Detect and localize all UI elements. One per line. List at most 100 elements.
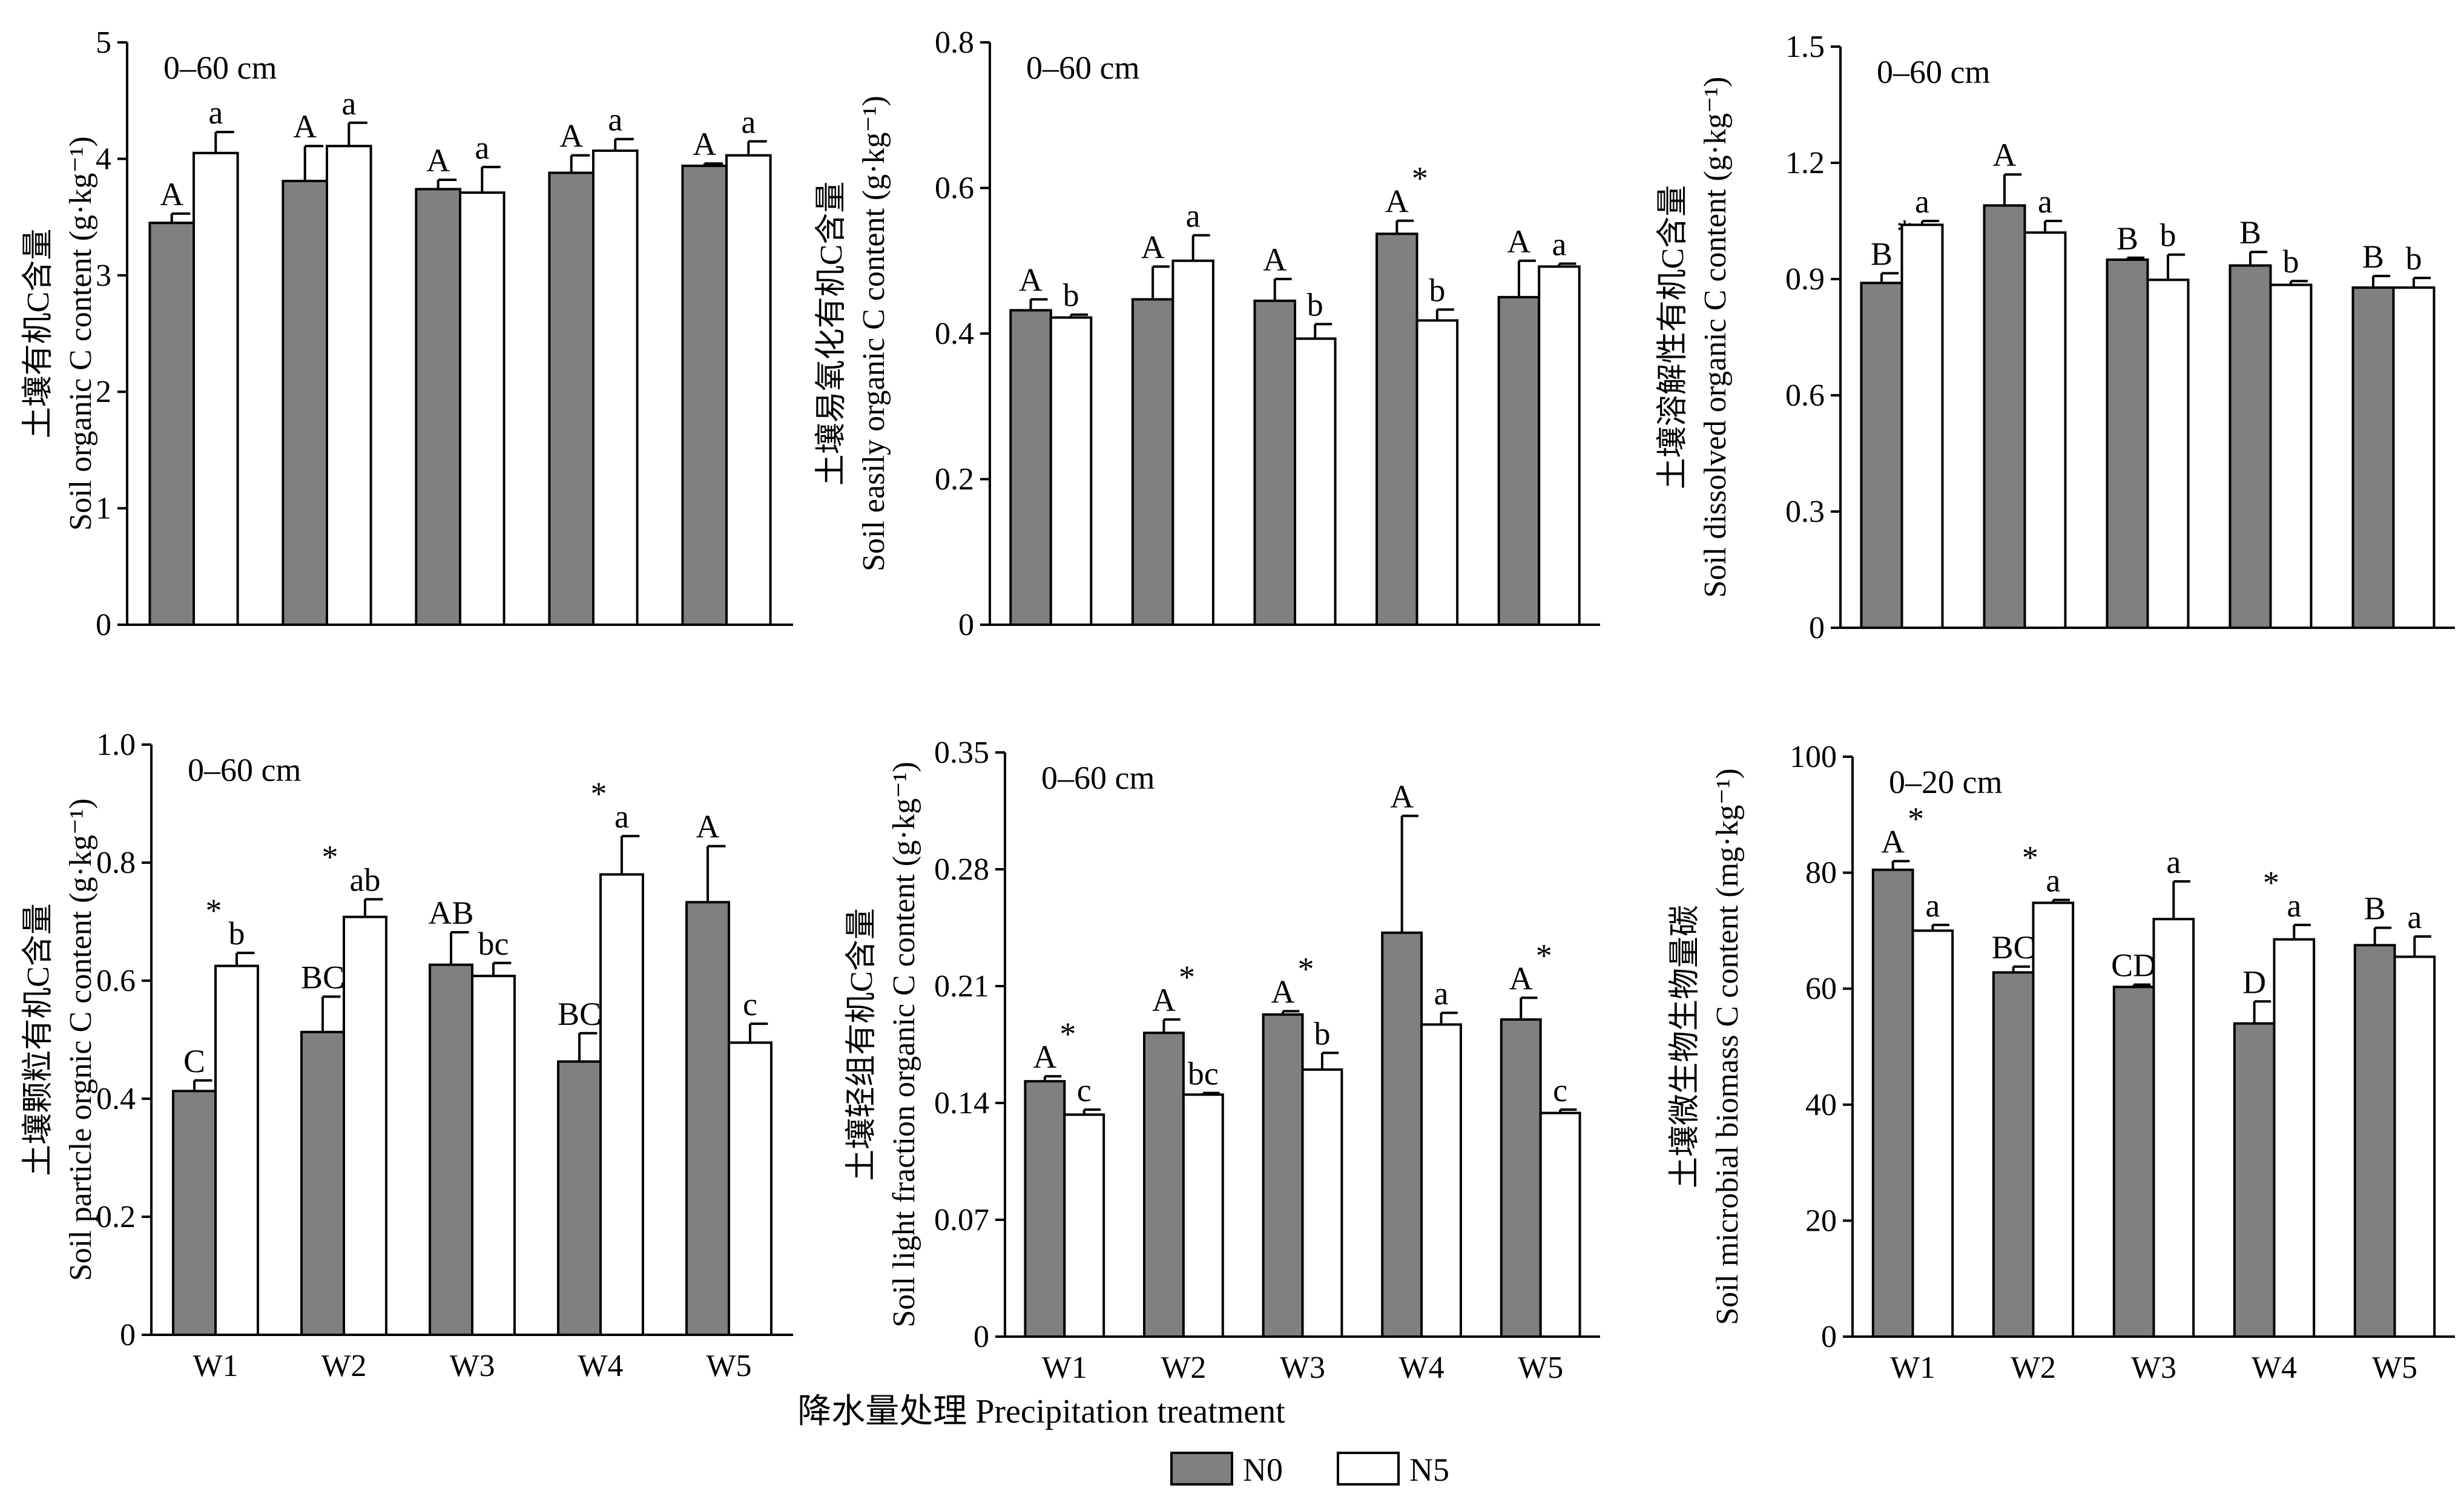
y-axis-title-en: Soil particle orgnic C content (g·kg⁻¹) [64,798,98,1281]
y-axis-title-en: Soil microbial biomass C content (mg·kg⁻… [1710,768,1745,1325]
bar-n0-w2 [1143,1032,1185,1338]
bar-n5-w3 [459,191,506,627]
significance-letter: b [2282,243,2299,280]
y-tick-label: 2 [96,375,111,409]
bar-n5-w2 [326,145,372,626]
legend-swatch-n5 [1337,1452,1400,1486]
bar-n0-w3 [1262,1013,1304,1338]
significance-letter: c [1077,1072,1092,1108]
legend-label-n0: N0 [1243,1452,1283,1488]
bar-n0-w5 [685,901,731,1336]
bar-n5-w3 [1301,1068,1343,1338]
bar-n5-w2 [1182,1093,1224,1338]
y-tick-label: 40 [1805,1088,1837,1122]
bar-n5-w3 [2152,918,2195,1338]
bar-n0-w5 [2353,944,2396,1338]
bar-n5-w1 [1049,316,1093,626]
significance-letter: a [1552,226,1566,263]
bar-n0-w5 [681,164,728,627]
y-tick-label: 1.2 [1785,146,1825,180]
significance-star: * [321,838,338,875]
y-axis-title-en: Soil easily organic C content (g·kg⁻¹) [857,96,891,571]
significance-letter: a [2166,844,2181,880]
x-tick-label: W4 [1399,1351,1444,1385]
bar-n5-w2 [1171,259,1214,626]
bar-n5-w2 [2032,901,2075,1338]
significance-letter: BC [558,996,601,1032]
y-tick-label: 4 [96,142,111,176]
significance-letter: A [696,809,720,845]
significance-letter: A [1390,778,1414,815]
y-tick-label: 0 [96,608,111,642]
x-tick-label: W2 [321,1349,366,1383]
significance-letter: b [1314,1015,1330,1052]
significance-letter: a [2287,887,2301,924]
x-tick-label: W1 [1042,1351,1087,1385]
bar-n5-w1 [1900,223,1944,629]
y-tick-label: 0.6 [96,964,136,998]
significance-star: * [590,775,607,812]
significance-letter: A [160,176,183,212]
bar-n5-w4 [2273,938,2316,1338]
bar-n0-w5 [2351,286,2395,629]
bar-n5-w4 [1415,319,1459,626]
significance-letter: b [228,915,245,952]
bar-n0-w1 [148,222,195,627]
significance-letter: B [1871,235,1892,272]
y-tick-label: 0.21 [934,969,989,1004]
y-axis-title-en: Soil light fraction organic C content (g… [887,762,921,1328]
significance-letter: A [1141,229,1165,265]
significance-letter: a [614,798,629,835]
bar-n0-w4 [557,1060,602,1336]
significance-star: * [2022,840,2038,876]
bar-n5-w1 [1911,929,1954,1338]
y-tick-label: 1 [96,492,111,526]
significance-letter: B [2364,890,2386,927]
y-tick-label: 0.9 [1785,262,1825,297]
y-tick-label: 80 [1805,856,1837,890]
significance-letter: a [608,102,622,138]
bar-n5-w1 [193,151,239,626]
y-tick-label: 0 [1809,611,1825,645]
significance-letter: B [2362,239,2384,275]
significance-star: * [1179,959,1195,995]
significance-letter: A [1263,242,1286,278]
y-tick-label: 100 [1790,740,1837,774]
significance-letter: D [2242,964,2266,1000]
y-tick-label: 0 [973,1320,989,1354]
y-tick-label: 0.2 [96,1200,136,1234]
y-axis-title-cn: 土壤有机C含量 [21,229,56,439]
x-tick-label: W5 [1518,1351,1563,1385]
significance-letter: b [2159,217,2176,254]
significance-letter: A [1271,973,1295,1010]
significance-letter: a [1186,198,1201,234]
y-axis-title-en: Soil organic C content (g·kg⁻¹) [64,136,98,531]
bar-n0-w3 [429,963,473,1337]
x-tick-label: W2 [1161,1351,1206,1385]
significance-letter: a [341,85,356,122]
bar-n5-w4 [1420,1023,1462,1338]
y-tick-label: 0.35 [934,736,989,770]
y-tick-label: 0.6 [1785,378,1825,413]
significance-letter: b [2405,240,2422,277]
bar-n5-w3 [1294,337,1337,626]
bar-n5-w5 [1538,265,1581,626]
significance-letter: c [743,986,757,1022]
significance-letter: A [1033,1039,1056,1075]
chart-panel-bottom-right: 0 20 40 60 80 100 土壤微生物生物量碳 Soil microbial biom… [1668,740,2455,1385]
significance-letter: b [1063,277,1079,314]
x-axis-title: 降水量处理 Precipitation treatment [797,1393,1285,1430]
significance-letter: A [293,108,317,145]
significance-letter: A [559,118,583,154]
chart-panel-bottom-left: 0 0.2 0.4 0.6 0.8 1.0 土壤颗粒有机C含量 Soil particle o… [21,728,793,1383]
significance-letter: B [2239,214,2261,251]
bar-n0-w4 [1381,931,1423,1338]
bar-n5-w3 [2146,278,2190,629]
significance-star: * [205,892,222,929]
bar-n0-w3 [1253,299,1296,626]
depth-annotation: 0–60 cm [163,50,277,86]
significance-letter: C [183,1043,205,1079]
significance-letter: BC [1992,929,2035,966]
x-tick-label: W5 [706,1349,751,1383]
y-tick-label: 0.6 [935,171,974,206]
